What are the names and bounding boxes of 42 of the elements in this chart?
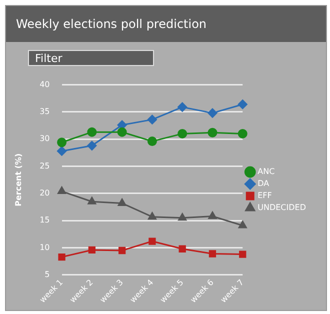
- point: [118, 246, 126, 254]
- legend-label: UNDECIDED: [258, 203, 306, 212]
- point: [178, 245, 186, 252]
- point: [208, 108, 218, 118]
- filter-field: Filter: [28, 50, 154, 66]
- point: [57, 138, 67, 148]
- y-tick-label: 5: [44, 270, 50, 280]
- legend-label: ANC: [258, 167, 276, 176]
- point: [58, 253, 66, 261]
- point: [118, 198, 126, 206]
- y-tick-label: 15: [40, 216, 50, 225]
- y-tick-label: 40: [40, 80, 50, 89]
- point: [178, 128, 188, 138]
- point: [57, 146, 67, 156]
- point: [208, 250, 216, 258]
- y-axis-title: Percent (%): [14, 153, 23, 206]
- legend-label: DA: [258, 179, 270, 188]
- point: [178, 213, 187, 221]
- point: [148, 212, 156, 220]
- point: [88, 196, 96, 204]
- point: [208, 212, 217, 220]
- point: [88, 246, 96, 254]
- point: [87, 127, 97, 137]
- y-tick-label: 25: [40, 161, 50, 170]
- legend-label: EFF: [258, 191, 272, 200]
- point: [238, 220, 247, 228]
- point: [117, 127, 127, 137]
- point: [147, 136, 157, 146]
- chart-title: Weekly elections poll prediction: [6, 6, 326, 42]
- point: [208, 128, 218, 138]
- y-tick-label: 10: [40, 242, 50, 252]
- point: [148, 238, 156, 245]
- point: [178, 102, 188, 112]
- point: [87, 140, 97, 150]
- y-tick-label: 30: [40, 134, 50, 144]
- point: [147, 114, 157, 124]
- y-tick-label: 35: [40, 107, 50, 116]
- point: [239, 250, 246, 258]
- point: [238, 128, 248, 138]
- y-tick-label: 20: [40, 188, 50, 198]
- point: [58, 186, 66, 194]
- point: [238, 100, 248, 110]
